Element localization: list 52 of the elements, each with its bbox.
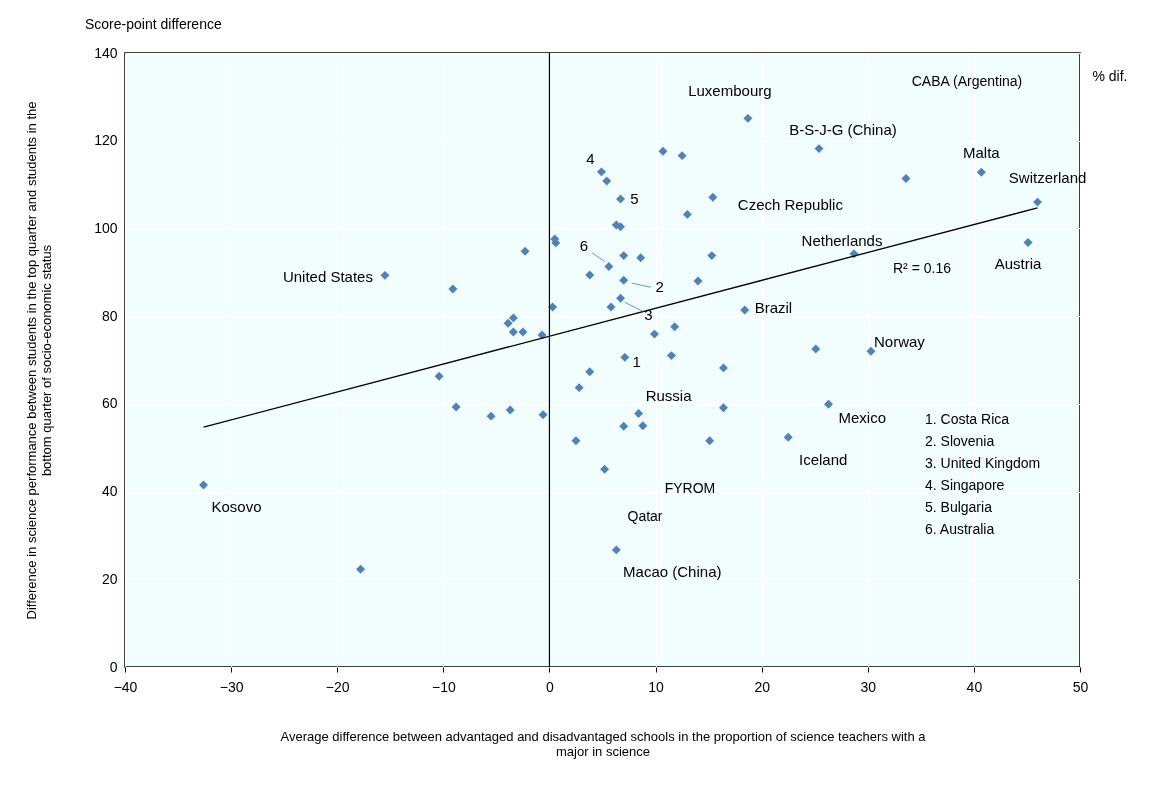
x-tick-label: 0 bbox=[546, 678, 555, 695]
annotation: United States bbox=[282, 268, 373, 286]
annotation: Netherlands bbox=[801, 231, 883, 249]
annotation: 3. United Kingdom bbox=[925, 455, 1041, 471]
x-tick-label: 30 bbox=[860, 678, 877, 695]
annotation: Kosovo bbox=[211, 497, 262, 515]
y-tick-label: 20 bbox=[101, 570, 118, 587]
y-tick-label: 40 bbox=[101, 483, 118, 500]
y-tick-label: 80 bbox=[101, 307, 118, 324]
x-tick-label: 10 bbox=[648, 678, 665, 695]
y-axis-title: Difference in science performance between students in the top quarter and students in the bottom quarter of socio-economic status bbox=[24, 101, 55, 620]
annotation: 3 bbox=[644, 306, 653, 324]
x-tick-label: −10 bbox=[431, 678, 456, 695]
annotation: 5. Bulgaria bbox=[925, 499, 993, 515]
annotation: Iceland bbox=[799, 451, 848, 469]
x-tick-label: −30 bbox=[219, 678, 244, 695]
annotation: 2 bbox=[655, 278, 664, 296]
y-tick-label: 100 bbox=[94, 219, 118, 236]
x-tick-label: −20 bbox=[325, 678, 350, 695]
annotation: CABA (Argentina) bbox=[911, 73, 1023, 89]
x-tick-label: 40 bbox=[966, 678, 983, 695]
annotation: Luxembourg bbox=[688, 82, 772, 100]
annotation: B-S-J-G (China) bbox=[789, 120, 897, 138]
annotation: 1. Costa Rica bbox=[925, 411, 1010, 427]
annotation: 4 bbox=[586, 149, 595, 167]
x-axis-title: Average difference between advantaged and disadvantaged schools in the proportion of science teachers with a major in science bbox=[280, 728, 927, 759]
annotation: Brazil bbox=[754, 299, 793, 316]
annotation: 2. Slovenia bbox=[925, 433, 995, 449]
annotation: 6 bbox=[579, 236, 589, 254]
x-tick-label: −40 bbox=[113, 678, 138, 695]
annotation: FYROM bbox=[664, 480, 716, 496]
text: Score-point difference bbox=[85, 16, 222, 32]
y-tick-label: 120 bbox=[94, 132, 118, 149]
x-tick-label: 20 bbox=[754, 678, 771, 695]
annotation: R² = 0.16 bbox=[893, 260, 952, 276]
annotation: 1 bbox=[632, 353, 641, 371]
y-tick-label: 0 bbox=[109, 658, 118, 675]
annotation: Austria bbox=[994, 255, 1042, 273]
annotation: Norway bbox=[873, 333, 926, 351]
annotation: 6. Australia bbox=[925, 521, 995, 537]
annotation: Macao (China) bbox=[623, 562, 722, 580]
text: % dif. bbox=[1092, 68, 1128, 84]
x-tick-label: 50 bbox=[1072, 678, 1089, 695]
annotation: Malta bbox=[962, 144, 1001, 162]
annotation: 5 bbox=[630, 190, 639, 208]
annotation: Czech Republic bbox=[737, 196, 844, 214]
y-tick-label: 140 bbox=[94, 44, 118, 61]
annotation: Qatar bbox=[627, 508, 663, 524]
annotation: Mexico bbox=[838, 409, 887, 427]
annotation: Russia bbox=[645, 386, 693, 404]
y-tick-label: 60 bbox=[101, 395, 118, 412]
annotation: 4. Singapore bbox=[925, 477, 1005, 493]
